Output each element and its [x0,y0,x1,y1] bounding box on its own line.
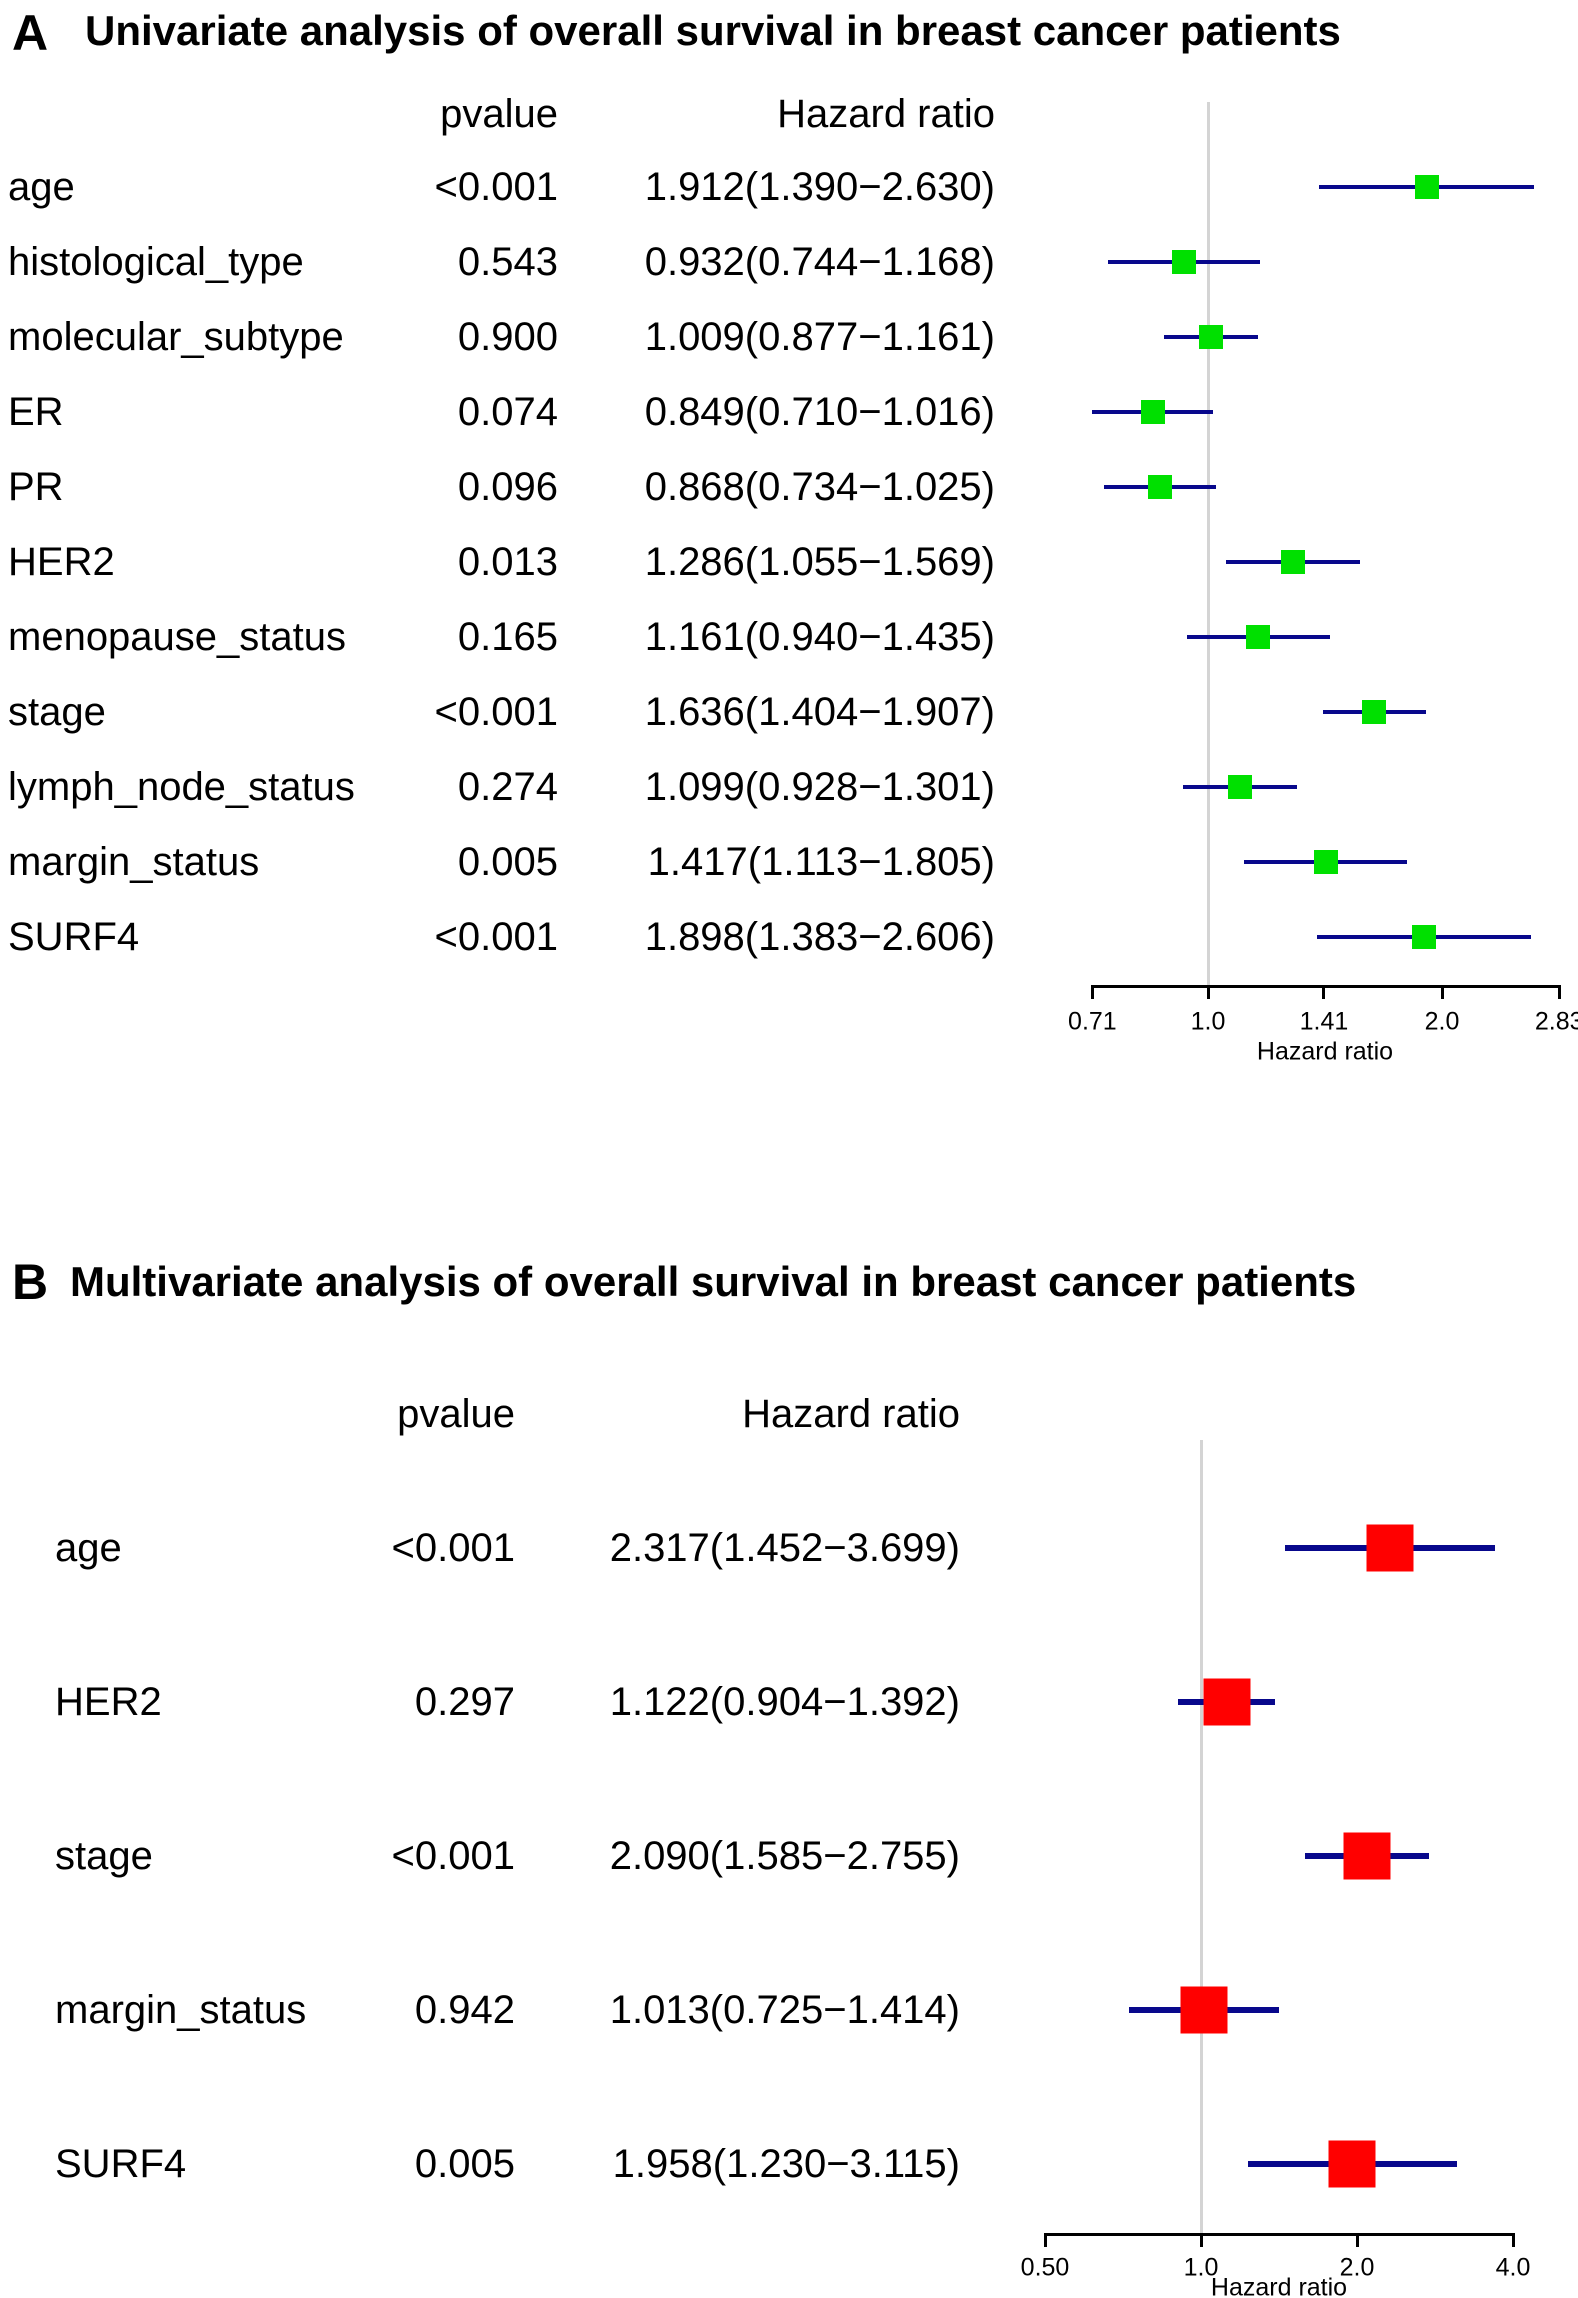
hazard-ratio-marker [1246,625,1271,649]
row-label: SURF4 [8,915,140,959]
row-pvalue: 0.074 [457,390,558,434]
row-hazard-ratio-text: 0.932(0.744−1.168) [644,240,995,284]
x-axis-tick [1206,985,1210,999]
hazard-ratio-marker [1343,1832,1391,1880]
row-hazard-ratio-text: 1.286(1.055−1.569) [644,540,995,584]
hazard-ratio-marker [1203,1678,1251,1726]
panel-b-title: Multivariate analysis of overall surviva… [70,1258,1357,1305]
x-axis-tick [1557,985,1561,999]
x-axis-tick-label: 4.0 [1495,2253,1531,2282]
row-hazard-ratio-text: 0.849(0.710−1.016) [644,390,995,434]
x-axis-tick-label: 1.41 [1299,1007,1349,1036]
x-axis-tick [1322,985,1326,999]
row-pvalue: 0.096 [457,465,558,509]
row-label: menopause_status [8,615,347,659]
reference-line [1206,102,1210,985]
hazard-ratio-marker [1172,250,1197,274]
x-axis-tick [1043,2233,1047,2247]
row-label: HER2 [55,1680,162,1724]
x-axis-tick-label: 1.0 [1183,2253,1219,2282]
hazard-ratio-marker [1180,1986,1228,2034]
panel-a-title: Univariate analysis of overall survival … [85,7,1341,54]
row-hazard-ratio-text: 2.317(1.452−3.699) [609,1526,960,1570]
hazard-ratio-marker [1412,925,1437,949]
row-pvalue: <0.001 [391,1526,515,1570]
row-pvalue: 0.005 [414,2142,515,2186]
panel-a-letter: A [12,5,49,61]
row-pvalue: <0.001 [391,1834,515,1878]
panel-b-pvalue-header: pvalue [397,1392,515,1436]
x-axis-tick [1440,985,1444,999]
row-label: stage [55,1834,153,1878]
row-hazard-ratio-text: 1.898(1.383−2.606) [644,915,995,959]
row-label: SURF4 [55,2142,187,2186]
hazard-ratio-marker [1148,475,1173,499]
row-hazard-ratio-text: 2.090(1.585−2.755) [609,1834,960,1878]
hazard-ratio-marker [1313,850,1338,874]
panel-a-pvalue-header: pvalue [440,92,558,136]
x-axis-title: Hazard ratio [1210,2273,1348,2298]
x-axis-tick-label: 2.0 [1339,2253,1375,2282]
row-label: PR [8,465,64,509]
row-pvalue: 0.900 [457,315,558,359]
row-label: ER [8,390,64,434]
row-hazard-ratio-text: 1.958(1.230−3.115) [612,2142,960,2186]
x-axis-tick [1511,2233,1515,2247]
row-hazard-ratio-text: 0.868(0.734−1.025) [644,465,995,509]
hazard-ratio-marker [1227,775,1252,799]
reference-line [1199,1440,1203,2233]
row-label: stage [8,690,106,734]
row-label: histological_type [8,240,304,284]
x-axis-tick-label: 1.0 [1190,1007,1226,1036]
hazard-ratio-marker [1328,2140,1376,2188]
row-label: margin_status [55,1988,307,2032]
hazard-ratio-marker [1366,1524,1414,1572]
hazard-ratio-marker [1414,175,1439,199]
row-hazard-ratio-text: 1.013(0.725−1.414) [609,1988,960,2032]
x-axis-tick-label: 0.50 [1020,2253,1070,2282]
row-pvalue: 0.297 [414,1680,515,1724]
hazard-ratio-marker [1140,400,1165,424]
row-pvalue: 0.013 [457,540,558,584]
row-hazard-ratio-text: 1.636(1.404−1.907) [644,690,995,734]
x-axis-tick-label: 2.83 [1534,1007,1578,1036]
row-hazard-ratio-text: 1.912(1.390−2.630) [644,165,995,209]
row-pvalue: 0.274 [457,765,558,809]
row-pvalue: 0.543 [457,240,558,284]
row-pvalue: 0.942 [414,1988,515,2032]
x-axis-tick-label: 2.0 [1424,1007,1460,1036]
row-hazard-ratio-text: 1.009(0.877−1.161) [644,315,995,359]
row-label: age [8,165,75,209]
row-pvalue: 0.005 [457,840,558,884]
x-axis-title: Hazard ratio [1256,1037,1394,1066]
row-label: age [55,1526,122,1570]
x-axis-tick [1199,2233,1203,2247]
hazard-ratio-marker [1280,550,1305,574]
panel-a-hr-header: Hazard ratio [777,92,995,136]
row-pvalue: 0.165 [457,615,558,659]
panel-b-letter: B [12,1254,49,1310]
hazard-ratio-marker [1199,325,1224,349]
row-hazard-ratio-text: 1.122(0.904−1.392) [609,1680,960,1724]
row-pvalue: <0.001 [434,165,558,209]
hazard-ratio-marker [1362,700,1387,724]
x-axis-tick-label: 0.71 [1068,1007,1117,1036]
row-label: margin_status [8,840,260,884]
row-hazard-ratio-text: 1.417(1.113−1.805) [647,840,995,884]
row-label: lymph_node_status [8,765,355,809]
x-axis-tick [1090,985,1094,999]
row-pvalue: <0.001 [434,915,558,959]
x-axis-tick [1355,2233,1359,2247]
row-label: molecular_subtype [8,315,344,359]
row-label: HER2 [8,540,115,584]
row-hazard-ratio-text: 1.161(0.940−1.435) [644,615,995,659]
row-hazard-ratio-text: 1.099(0.928−1.301) [644,765,995,809]
row-pvalue: <0.001 [434,690,558,734]
x-axis-line [1045,2233,1513,2236]
panel-b-hr-header: Hazard ratio [742,1392,960,1436]
